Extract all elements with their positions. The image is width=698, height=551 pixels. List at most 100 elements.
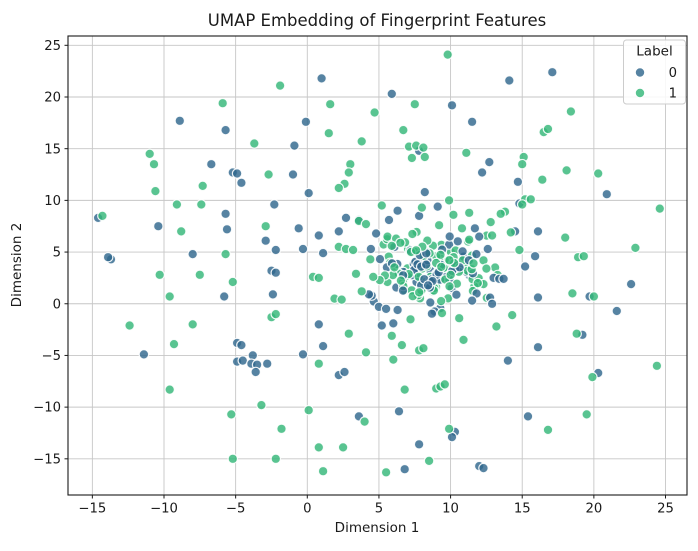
data-point bbox=[546, 66, 558, 78]
data-point bbox=[483, 156, 495, 168]
data-point bbox=[360, 346, 372, 358]
legend-marker-0-icon bbox=[634, 67, 646, 78]
data-point bbox=[448, 209, 459, 221]
data-point bbox=[359, 416, 370, 427]
data-point bbox=[442, 49, 453, 60]
data-point bbox=[317, 340, 329, 352]
data-point bbox=[261, 358, 273, 369]
y-axis-label: Dimension 2 bbox=[9, 223, 25, 308]
data-point bbox=[571, 328, 582, 339]
data-point bbox=[654, 203, 666, 214]
data-point bbox=[432, 201, 443, 212]
x-tick-label: −5 bbox=[226, 502, 245, 517]
data-point bbox=[433, 219, 445, 231]
data-point bbox=[451, 289, 462, 300]
y-tick-label: 15 bbox=[44, 142, 61, 157]
x-tick-label: 25 bbox=[657, 502, 674, 517]
y-tick-label: −10 bbox=[33, 401, 61, 416]
data-point bbox=[343, 167, 355, 178]
data-point bbox=[360, 218, 372, 230]
data-point bbox=[380, 466, 392, 478]
points-layer bbox=[92, 49, 666, 478]
data-point bbox=[365, 243, 377, 255]
data-point bbox=[588, 291, 600, 302]
data-point bbox=[506, 309, 518, 321]
data-point bbox=[542, 123, 554, 135]
data-point bbox=[458, 334, 469, 346]
data-point bbox=[376, 200, 388, 211]
data-point bbox=[174, 115, 186, 127]
data-point bbox=[525, 194, 537, 205]
data-point bbox=[561, 165, 572, 176]
data-point bbox=[187, 319, 198, 330]
data-point bbox=[313, 319, 325, 330]
data-point bbox=[519, 261, 531, 272]
data-point bbox=[236, 177, 247, 189]
data-point bbox=[194, 269, 206, 281]
data-point bbox=[386, 88, 398, 100]
data-point bbox=[416, 202, 428, 213]
data-point bbox=[532, 226, 544, 237]
data-point bbox=[485, 216, 496, 228]
data-point bbox=[413, 287, 425, 298]
data-point bbox=[336, 294, 347, 305]
data-point bbox=[482, 243, 494, 255]
data-point bbox=[356, 285, 367, 297]
data-point bbox=[481, 263, 492, 274]
data-point bbox=[386, 240, 398, 252]
data-point bbox=[439, 379, 451, 390]
y-tick-label: 0 bbox=[53, 297, 61, 312]
data-point bbox=[313, 272, 325, 284]
data-point bbox=[418, 342, 429, 354]
legend-marker-1-icon bbox=[634, 87, 646, 99]
data-point bbox=[516, 158, 528, 170]
data-point bbox=[268, 199, 280, 210]
data-point bbox=[367, 271, 379, 283]
data-point bbox=[397, 124, 409, 136]
data-point bbox=[150, 185, 161, 197]
data-point bbox=[324, 98, 336, 110]
x-tick-label: 5 bbox=[375, 502, 383, 517]
data-point bbox=[350, 268, 362, 280]
data-point bbox=[418, 142, 429, 153]
x-tick-label: 15 bbox=[514, 502, 531, 517]
data-point bbox=[514, 244, 525, 256]
data-point bbox=[313, 442, 325, 453]
data-point bbox=[486, 298, 498, 310]
data-point bbox=[276, 423, 287, 435]
x-axis-label: Dimension 1 bbox=[335, 520, 420, 536]
data-point bbox=[249, 138, 260, 149]
data-point bbox=[630, 242, 641, 254]
data-point bbox=[393, 405, 405, 417]
data-point bbox=[502, 355, 514, 366]
y-tick-label: 25 bbox=[44, 39, 61, 54]
data-point bbox=[303, 187, 314, 199]
data-point bbox=[343, 328, 355, 339]
data-point bbox=[436, 307, 448, 319]
x-tick-label: −15 bbox=[78, 502, 106, 517]
data-point bbox=[471, 248, 482, 260]
data-point bbox=[153, 220, 164, 232]
data-point bbox=[250, 366, 261, 378]
data-point bbox=[323, 127, 335, 139]
data-point bbox=[452, 236, 464, 247]
data-point bbox=[578, 250, 590, 262]
data-point bbox=[601, 188, 613, 200]
data-point bbox=[581, 409, 592, 420]
y-tick-label: 10 bbox=[44, 194, 61, 209]
data-point bbox=[611, 305, 623, 317]
data-point bbox=[270, 267, 282, 278]
data-point bbox=[260, 235, 271, 246]
data-point bbox=[413, 438, 425, 450]
data-point bbox=[587, 371, 598, 383]
data-point bbox=[476, 167, 488, 178]
data-point bbox=[443, 423, 455, 435]
data-point bbox=[376, 320, 388, 331]
data-point bbox=[267, 289, 279, 300]
data-point bbox=[164, 384, 175, 395]
data-point bbox=[297, 243, 309, 255]
data-point bbox=[317, 247, 329, 259]
data-point bbox=[505, 227, 517, 238]
